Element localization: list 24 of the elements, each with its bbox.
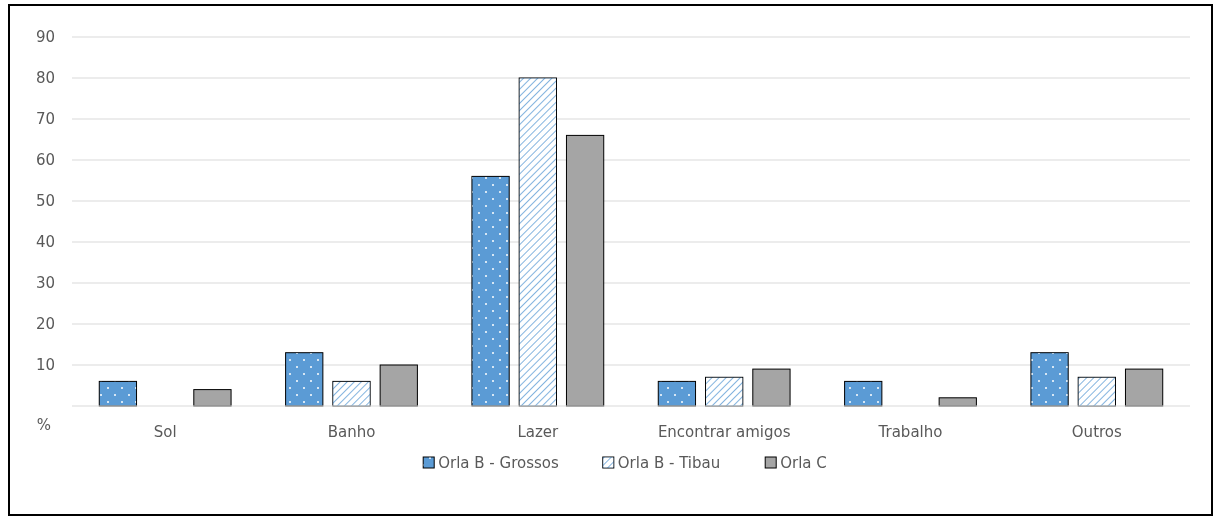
- bar: [193, 389, 232, 407]
- x-tick-label: Encontrar amigos: [657, 423, 791, 442]
- bar: [565, 134, 605, 407]
- bar: [379, 364, 418, 407]
- y-tick-label: 40: [35, 233, 55, 252]
- x-tick-label: Trabalho: [877, 423, 943, 442]
- x-tick-label: Banho: [327, 423, 376, 442]
- y-tick-label: 60: [35, 151, 55, 170]
- y-tick-label: 30: [35, 274, 55, 293]
- y-tick-label: 70: [35, 110, 55, 129]
- y-tick-label: 90: [35, 28, 55, 47]
- x-tick-label: Lazer: [517, 423, 560, 442]
- legend-label: Orla B - Tibau: [617, 454, 721, 473]
- y-tick-label: 10: [35, 356, 55, 375]
- bar: [752, 368, 791, 407]
- x-tick-label: Sol: [153, 423, 177, 442]
- bar: [1124, 368, 1164, 407]
- y-tick-label: 50: [35, 192, 55, 211]
- y-tick-label: 20: [35, 315, 55, 334]
- legend-label: Orla C: [780, 454, 827, 473]
- y-axis-title: %: [36, 416, 52, 435]
- y-tick-label: 80: [35, 69, 55, 88]
- x-tick-label: Outros: [1071, 423, 1123, 442]
- legend-label: Orla B - Grossos: [438, 454, 559, 473]
